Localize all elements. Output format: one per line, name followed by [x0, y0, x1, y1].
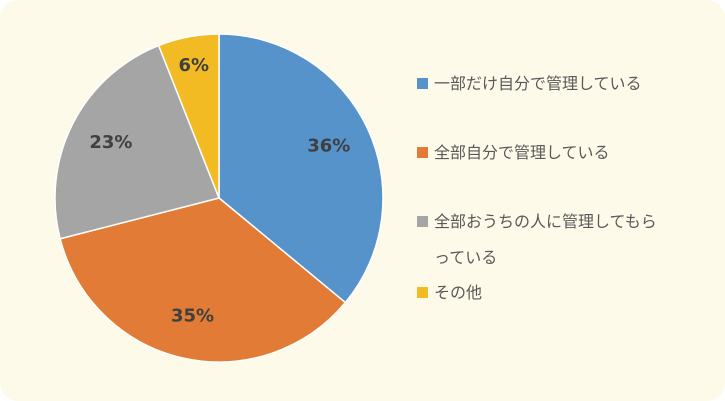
legend-label: 一部だけ自分で管理している	[434, 74, 642, 93]
legend-item: 全部おうちの人に管理してもらっている	[417, 204, 669, 276]
legend-item: その他	[417, 275, 669, 311]
legend-swatch	[417, 216, 428, 227]
legend-swatch	[417, 147, 428, 158]
legend-label: 全部自分で管理している	[434, 143, 610, 162]
legend-item: 全部自分で管理している	[417, 135, 669, 171]
pie-slice	[218, 33, 384, 304]
data-label: 23%	[89, 132, 132, 153]
data-label: 6%	[179, 55, 210, 76]
legend-item: 一部だけ自分で管理している	[417, 66, 669, 102]
pie-slice	[59, 197, 347, 363]
pie-slice	[54, 44, 221, 240]
pie-slice	[157, 33, 220, 199]
data-label: 35%	[171, 305, 214, 326]
legend-label: その他	[434, 283, 483, 302]
data-label: 36%	[307, 135, 350, 156]
legend-swatch	[417, 287, 428, 298]
legend-label: 全部おうちの人に管理してもらっている	[434, 212, 657, 267]
legend-swatch	[417, 78, 428, 89]
